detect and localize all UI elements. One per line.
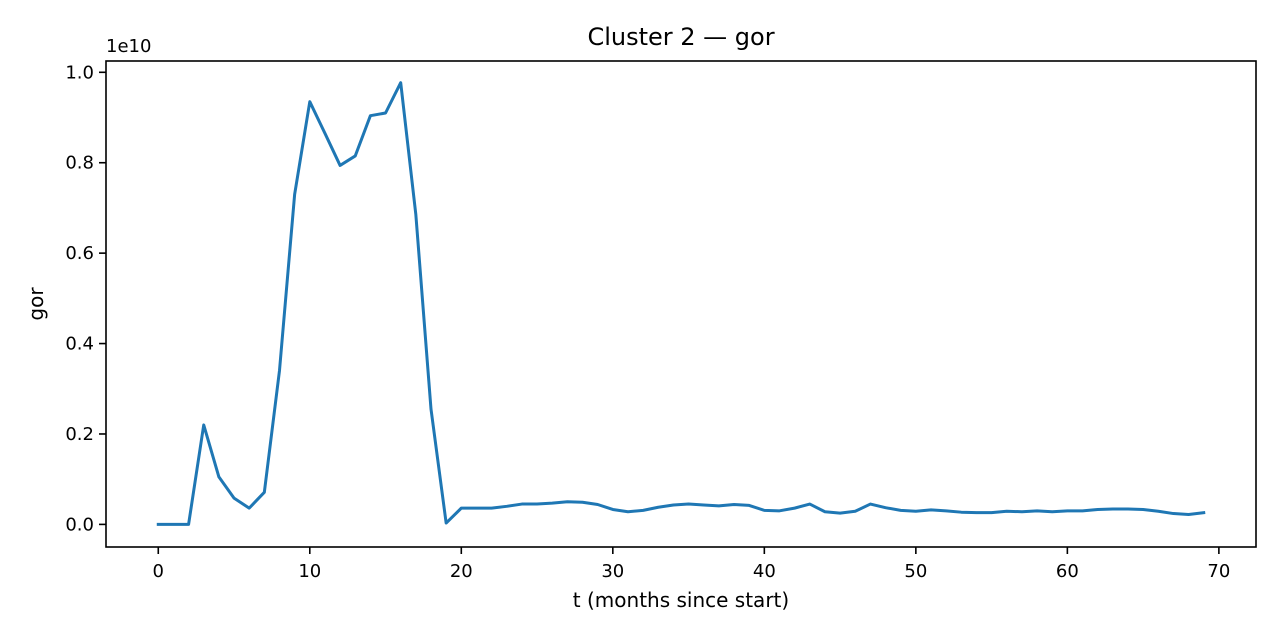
- y-tick-label: 0.2: [65, 424, 94, 445]
- x-tick-label: 20: [450, 561, 473, 582]
- x-tick-label: 70: [1207, 561, 1230, 582]
- y-tick-label: 0.0: [65, 514, 94, 535]
- y-tick-label: 0.6: [65, 243, 94, 264]
- y-offset-label: 1e10: [106, 36, 151, 57]
- y-axis-label: gor: [24, 287, 48, 321]
- y-tick-label: 0.8: [65, 153, 94, 174]
- x-tick-label: 60: [1056, 561, 1079, 582]
- x-tick-label: 10: [298, 561, 321, 582]
- x-axis: 0 10 20 30 40 50 60 70: [153, 547, 1230, 582]
- series-line-0: [156, 81, 1206, 526]
- x-tick-label: 0: [153, 561, 164, 582]
- chart-title: Cluster 2 — gor: [587, 23, 774, 51]
- y-tick-label: 0.4: [65, 334, 94, 355]
- plot-area: [156, 81, 1206, 526]
- x-axis-label: t (months since start): [573, 588, 789, 612]
- x-tick-label: 40: [753, 561, 776, 582]
- axes-frame: [105, 60, 1257, 548]
- x-tick-label: 30: [601, 561, 624, 582]
- y-axis: 0.0 0.2 0.4 0.6 0.8 1.0: [65, 62, 106, 535]
- x-tick-label: 50: [904, 561, 927, 582]
- y-tick-label: 1.0: [65, 62, 94, 83]
